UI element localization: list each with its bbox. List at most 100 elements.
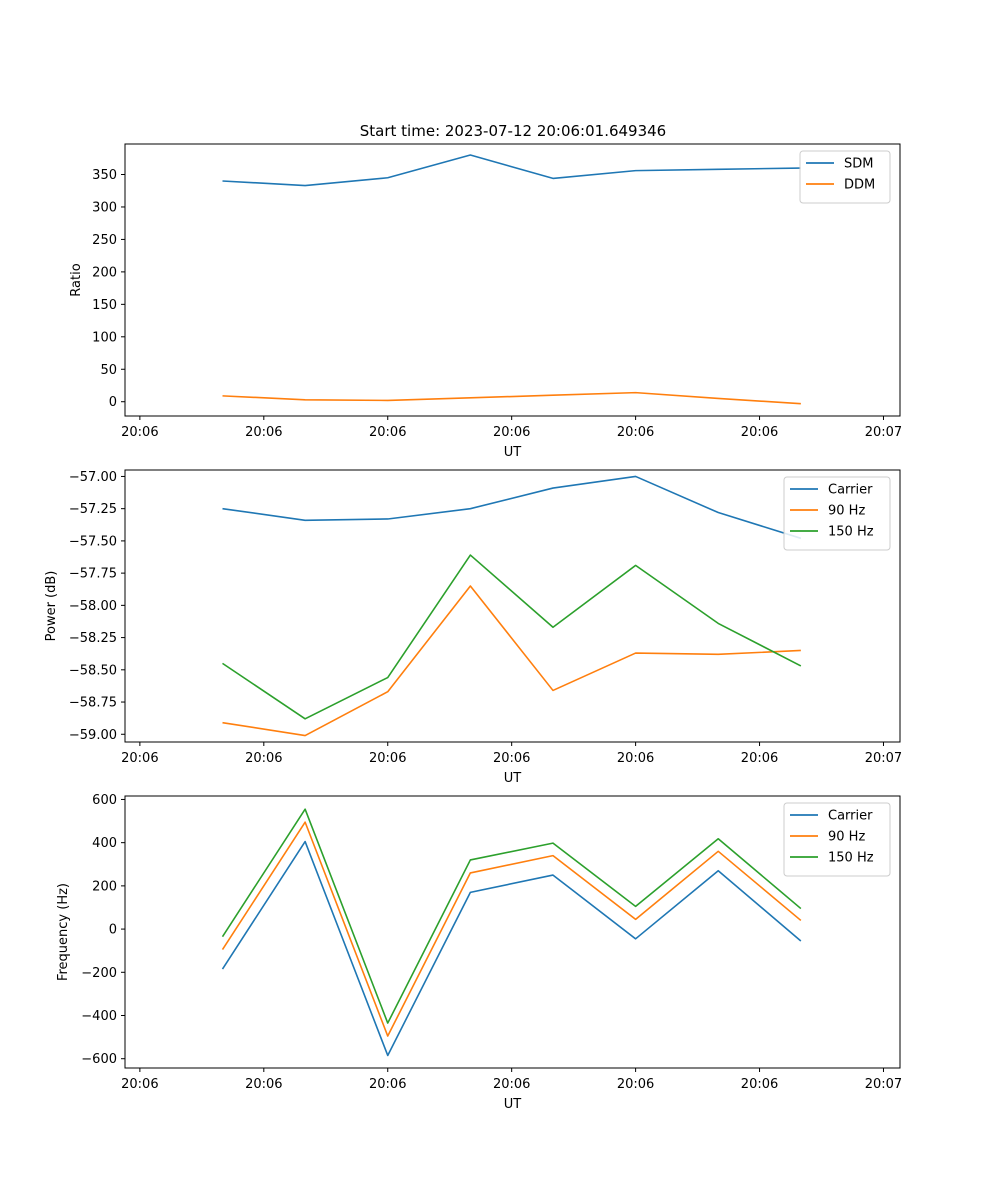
legend-label: Carrier bbox=[828, 483, 873, 498]
y-axis-label: Frequency (Hz) bbox=[56, 883, 71, 981]
x-tick-label: 20:06 bbox=[493, 1077, 530, 1092]
data-point bbox=[799, 402, 802, 405]
axes-frame bbox=[124, 795, 901, 1069]
legend-label: Carrier bbox=[828, 809, 873, 824]
legend-label: 150 Hz bbox=[828, 525, 874, 540]
x-tick-label: 20:06 bbox=[493, 751, 530, 766]
y-tick-label: −400 bbox=[81, 1009, 117, 1024]
data-point bbox=[386, 517, 389, 520]
x-axis-label: UT bbox=[504, 771, 522, 786]
x-tick-label: 20:06 bbox=[121, 425, 158, 440]
series-line-ddm bbox=[222, 391, 801, 405]
data-point bbox=[551, 689, 554, 692]
y-axis-label: Ratio bbox=[69, 263, 84, 296]
y-tick-label: −57.75 bbox=[69, 567, 117, 582]
data-point bbox=[634, 937, 637, 940]
data-point bbox=[469, 507, 472, 510]
y-tick-label: −57.25 bbox=[69, 502, 117, 517]
data-point bbox=[221, 935, 224, 938]
y-tick-label: 600 bbox=[92, 793, 117, 808]
axes-frame bbox=[124, 469, 901, 743]
legend-label: DDM bbox=[844, 178, 875, 193]
y-tick-label: −58.50 bbox=[69, 663, 117, 678]
data-point bbox=[221, 968, 224, 971]
data-point bbox=[386, 1054, 389, 1057]
y-tick-label: 50 bbox=[100, 363, 117, 378]
data-point bbox=[799, 649, 802, 652]
x-tick-label: 20:07 bbox=[865, 751, 902, 766]
x-tick-label: 20:06 bbox=[493, 425, 530, 440]
data-point bbox=[551, 842, 554, 845]
x-tick-label: 20:06 bbox=[741, 751, 778, 766]
y-tick-label: −58.25 bbox=[69, 631, 117, 646]
axes-frame bbox=[124, 143, 901, 417]
x-tick-label: 20:06 bbox=[741, 425, 778, 440]
data-point bbox=[386, 1022, 389, 1025]
x-tick-label: 20:06 bbox=[369, 751, 406, 766]
x-tick-label: 20:06 bbox=[369, 425, 406, 440]
data-point bbox=[221, 662, 224, 665]
x-tick-label: 20:07 bbox=[865, 1077, 902, 1092]
data-point bbox=[717, 397, 720, 400]
data-point bbox=[221, 721, 224, 724]
data-point bbox=[469, 891, 472, 894]
y-axis-label: Power (dB) bbox=[44, 571, 59, 642]
data-point bbox=[469, 554, 472, 557]
data-point bbox=[304, 840, 307, 843]
series-line-150-hz bbox=[222, 554, 802, 720]
data-point bbox=[469, 396, 472, 399]
chart-panel-1: 0 50 100 150 200 250 300 350 20:06 20:06 20:06 20:0… bbox=[69, 143, 902, 460]
data-point bbox=[469, 154, 472, 157]
data-point bbox=[634, 918, 637, 921]
data-point bbox=[386, 676, 389, 679]
y-tick-label: −200 bbox=[81, 966, 117, 981]
y-tick-label: −57.00 bbox=[69, 470, 117, 485]
data-point bbox=[717, 168, 720, 171]
data-point bbox=[799, 919, 802, 922]
y-tick-label: −58.00 bbox=[69, 599, 117, 614]
y-tick-label: 200 bbox=[92, 265, 117, 280]
chart-panel-2: −59.00 −58.75 −58.50 −58.25 −58.00 −57.75 −57.… bbox=[44, 469, 902, 786]
y-tick-label: −58.75 bbox=[69, 696, 117, 711]
x-tick-label: 20:06 bbox=[121, 1077, 158, 1092]
x-tick-label: 20:06 bbox=[617, 425, 654, 440]
legend-label: 90 Hz bbox=[828, 504, 865, 519]
data-point bbox=[634, 475, 637, 478]
y-tick-label: 400 bbox=[92, 836, 117, 851]
data-point bbox=[551, 394, 554, 397]
data-point bbox=[221, 948, 224, 951]
data-point bbox=[221, 180, 224, 183]
y-tick-label: 350 bbox=[92, 168, 117, 183]
series-line-90-hz bbox=[221, 821, 802, 1037]
x-tick-label: 20:06 bbox=[369, 1077, 406, 1092]
series-line-carrier bbox=[222, 475, 802, 540]
data-point bbox=[551, 487, 554, 490]
x-tick-label: 20:07 bbox=[865, 425, 902, 440]
series-line-carrier bbox=[221, 840, 802, 1057]
legend bbox=[799, 150, 891, 204]
series-line-150-hz bbox=[221, 808, 802, 1024]
y-tick-label: 300 bbox=[92, 200, 117, 215]
data-point bbox=[304, 519, 307, 522]
data-point bbox=[799, 939, 802, 942]
data-point bbox=[304, 821, 307, 824]
figure-title: Start time: 2023-07-12 20:06:01.649346 bbox=[360, 122, 666, 140]
data-point bbox=[634, 652, 637, 655]
y-tick-label: 200 bbox=[92, 879, 117, 894]
x-tick-label: 20:06 bbox=[245, 1077, 282, 1092]
legend-label: SDM bbox=[844, 157, 873, 172]
data-point bbox=[221, 394, 224, 397]
x-tick-label: 20:06 bbox=[121, 751, 158, 766]
y-tick-label: −600 bbox=[81, 1052, 117, 1067]
data-point bbox=[304, 184, 307, 187]
data-point bbox=[634, 169, 637, 172]
series-line-sdm bbox=[222, 154, 801, 187]
y-tick-label: −57.50 bbox=[69, 534, 117, 549]
data-point bbox=[717, 511, 720, 514]
y-tick-label: 250 bbox=[92, 233, 117, 248]
x-tick-label: 20:06 bbox=[245, 751, 282, 766]
data-point bbox=[304, 808, 307, 811]
data-point bbox=[551, 874, 554, 877]
chart-panel-3: −600 −400 −200 0 200 400 600 20:06 20:06 20:06 20:… bbox=[56, 793, 902, 1112]
